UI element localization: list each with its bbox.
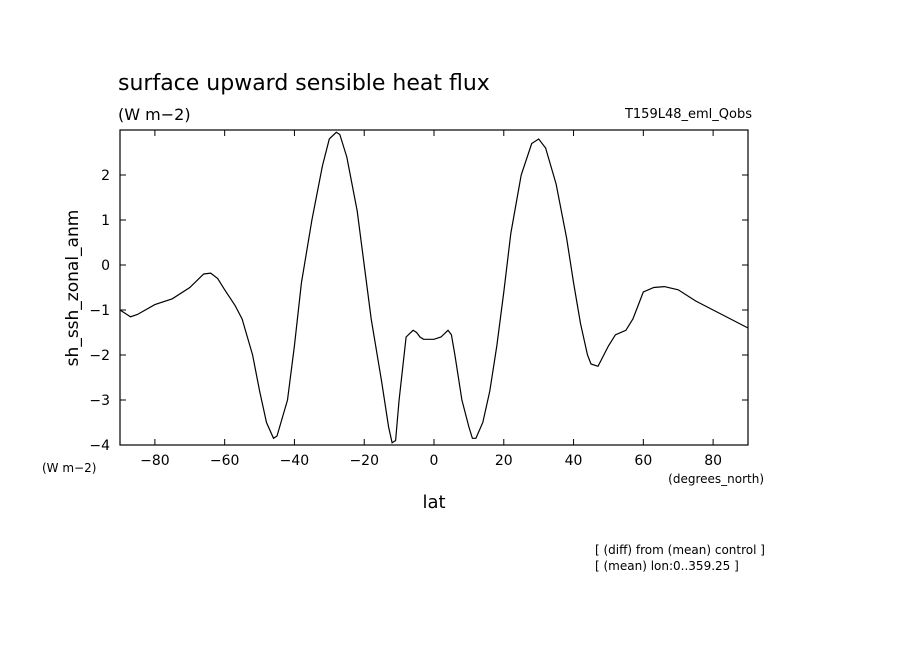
y-axis-units: (W m−2): [42, 461, 96, 475]
y-tick-label: −4: [89, 438, 110, 454]
y-tick-labels: −4 −3 −2 −1 0 1 2: [89, 168, 110, 454]
footnote-mean: [ (mean) lon:0..359.25 ]: [595, 559, 739, 573]
x-tick-label: 40: [565, 453, 583, 469]
x-axis-label: lat: [422, 492, 445, 513]
run-label: T159L48_eml_Qobs: [624, 107, 752, 122]
x-tick-label: 0: [430, 453, 439, 469]
x-axis-units: (degrees_north): [668, 472, 764, 486]
x-tick-label: −60: [210, 453, 240, 469]
axis-ticks: [120, 130, 748, 446]
y-tick-label: −1: [89, 303, 110, 319]
x-tick-label: −80: [140, 453, 170, 469]
x-tick-label: 20: [495, 453, 513, 469]
series-line: [119, 131, 749, 444]
chart-title: surface upward sensible heat flux: [118, 71, 490, 96]
chart-units: (W m−2): [118, 105, 191, 124]
x-tick-label: −20: [349, 453, 379, 469]
x-tick-label: 60: [634, 453, 652, 469]
x-tick-label: −40: [280, 453, 310, 469]
y-tick-label: 0: [101, 258, 110, 274]
y-tick-label: −3: [89, 393, 110, 409]
y-tick-label: 1: [101, 213, 110, 229]
y-tick-label: −2: [89, 348, 110, 364]
y-tick-label: 2: [101, 168, 110, 184]
x-tick-labels: −80 −60 −40 −20 0 20 40 60 80: [140, 453, 722, 469]
plot-frame: [119, 129, 749, 446]
footnote-diff: [ (diff) from (mean) control ]: [595, 543, 765, 557]
y-axis-label: sh_ssh_zonal_anm: [63, 210, 83, 367]
x-tick-label: 80: [704, 453, 722, 469]
